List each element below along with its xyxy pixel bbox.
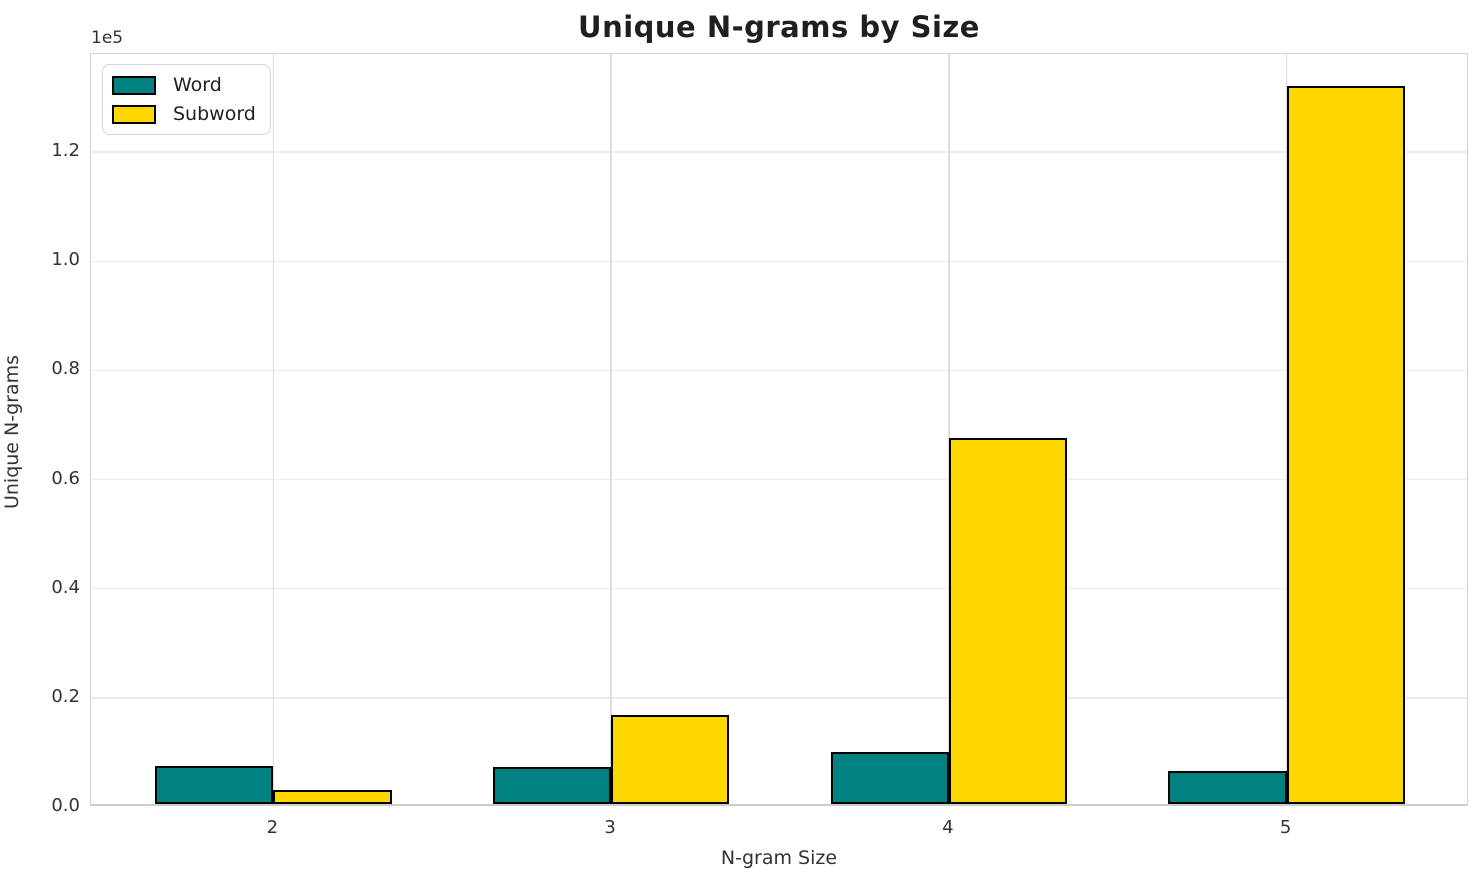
- legend: Word Subword: [102, 64, 271, 135]
- bar-word-4: [830, 752, 949, 804]
- y-tick-label: 0.6: [51, 467, 80, 489]
- x-tick-label: 5: [1279, 817, 1292, 838]
- legend-swatch-icon: [112, 75, 156, 95]
- y-tick-label: 0.0: [51, 795, 80, 816]
- bar-subword-2: [273, 790, 392, 804]
- legend-label: Word: [173, 74, 222, 96]
- y-tick-label: 0.8: [51, 358, 80, 380]
- x-axis-label: N-gram Size: [720, 847, 838, 869]
- x-gridline: [610, 54, 612, 804]
- y-gridline: [91, 697, 1467, 699]
- x-tick-label: 2: [266, 817, 279, 838]
- y-gridline: [91, 260, 1467, 263]
- y-gridline: [91, 151, 1467, 153]
- y-tick-label: 0.4: [51, 576, 80, 598]
- bar-subword-3: [611, 715, 730, 804]
- bar-subword-4: [948, 438, 1068, 804]
- legend-entry-word: Word: [112, 74, 256, 96]
- legend-swatch-icon: [112, 104, 156, 124]
- x-tick-label: 3: [604, 817, 616, 838]
- y-axis-offset-label: 1e5: [91, 28, 124, 48]
- x-gridline: [948, 54, 950, 804]
- y-gridline: [91, 587, 1467, 590]
- y-axis-label: Unique N-grams: [1, 354, 23, 510]
- bar-word-2: [155, 765, 274, 804]
- legend-entry-subword: Subword: [112, 103, 256, 125]
- bar-word-3: [492, 766, 612, 804]
- x-gridline: [272, 54, 275, 804]
- x-tick-label: 4: [942, 817, 954, 838]
- legend-label: Subword: [173, 103, 256, 125]
- bar-word-5: [1168, 771, 1287, 804]
- y-gridline: [91, 369, 1467, 372]
- y-gridline: [91, 478, 1467, 481]
- chart-title: Unique N-grams by Size: [578, 10, 980, 44]
- bar-subword-5: [1286, 86, 1405, 804]
- y-tick-label: 0.2: [51, 685, 80, 707]
- y-tick-label: 1.2: [51, 140, 80, 162]
- plot-area: [90, 53, 1468, 806]
- y-tick-label: 1.0: [51, 249, 80, 271]
